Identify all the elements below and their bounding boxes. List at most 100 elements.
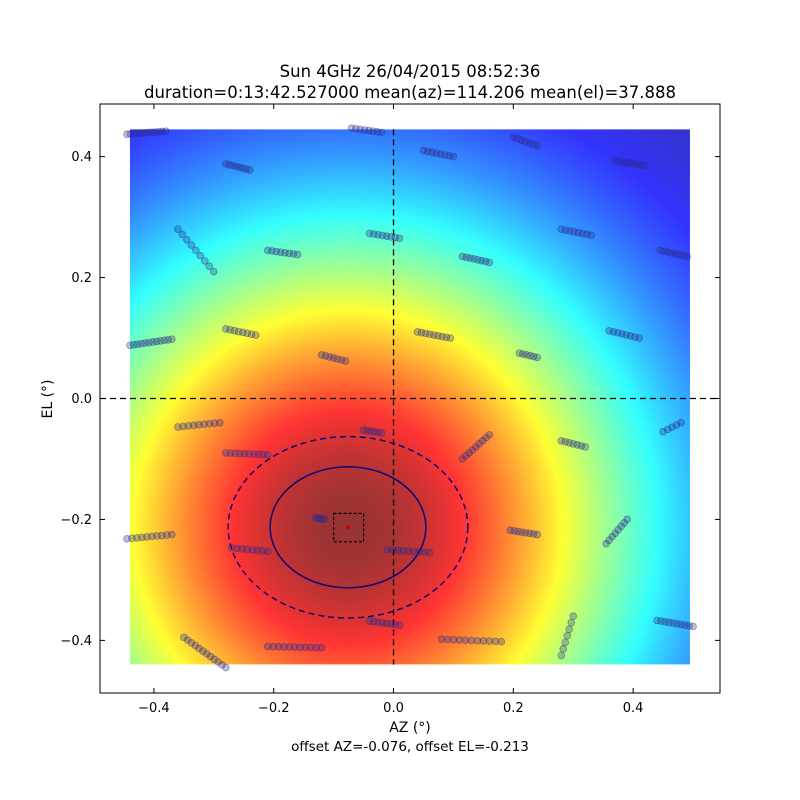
scan-point — [497, 637, 506, 646]
scan-point — [320, 515, 329, 524]
scan-point — [202, 650, 211, 658]
scan-point — [633, 160, 642, 169]
scan-point — [566, 227, 574, 235]
center-marker — [346, 525, 350, 530]
scan-point — [317, 643, 326, 652]
scan-point — [574, 228, 583, 237]
scan-point — [470, 255, 478, 263]
scan-point — [174, 225, 182, 233]
scan-point — [221, 449, 230, 457]
scan-point — [216, 418, 224, 427]
scan-point — [191, 641, 200, 650]
scan-point — [137, 339, 146, 348]
scan-point — [259, 450, 267, 459]
y-tick-label: 0.0 — [71, 392, 92, 407]
scan-point — [280, 642, 288, 651]
scan-point — [482, 434, 490, 442]
x-tick-label: 0.4 — [623, 701, 644, 716]
scan-point — [449, 152, 458, 161]
scan-point — [583, 230, 591, 239]
scan-point — [557, 437, 566, 445]
scan-point — [529, 140, 538, 149]
scan-point — [251, 331, 260, 339]
scan-point — [272, 247, 281, 256]
scan-point — [565, 439, 574, 447]
scan-point — [477, 256, 486, 265]
scan-point — [689, 622, 697, 631]
scan-point — [445, 151, 453, 160]
scan-point — [472, 443, 480, 451]
scan-point — [144, 128, 152, 137]
scan-point — [347, 124, 356, 132]
scan-point — [430, 331, 438, 339]
scan-point — [258, 547, 267, 555]
y-tick-label: −0.4 — [60, 634, 92, 649]
scan-point — [374, 230, 382, 239]
scan-point — [290, 643, 299, 651]
scan-point — [226, 449, 235, 457]
scan-point — [434, 331, 442, 340]
scan-point — [608, 532, 616, 541]
scan-point — [318, 515, 327, 523]
scan-point — [569, 612, 578, 621]
scan-point — [140, 129, 149, 137]
scan-point — [145, 338, 153, 347]
scan-point — [426, 330, 434, 339]
scan-point — [234, 327, 243, 336]
scan-point — [363, 426, 371, 435]
scan-point — [611, 529, 619, 538]
scan-point — [210, 419, 219, 428]
scan-point — [232, 162, 240, 171]
scan-point — [333, 355, 342, 363]
scan-point — [293, 250, 302, 259]
scan-point — [230, 326, 239, 335]
scan-point — [438, 332, 446, 341]
scan-point — [359, 426, 368, 434]
scan-point — [561, 638, 570, 647]
scan-point — [485, 430, 494, 439]
scan-point — [521, 137, 530, 146]
scan-point — [404, 547, 413, 555]
scan-point — [677, 418, 685, 427]
scan-point — [289, 250, 298, 258]
scan-point — [370, 617, 378, 626]
scan-point — [657, 617, 665, 625]
scan-point — [263, 246, 272, 255]
scan-point — [423, 147, 432, 156]
scan-point — [147, 128, 156, 137]
scan-point — [659, 427, 667, 436]
scan-point — [178, 230, 187, 239]
scan-point — [399, 547, 408, 555]
scan-point — [155, 127, 163, 136]
scan-point — [158, 531, 166, 540]
scan-point — [370, 427, 379, 436]
scan-point — [163, 531, 171, 539]
scan-point — [513, 134, 522, 143]
scan-point — [382, 232, 391, 240]
scan-point — [312, 643, 321, 652]
scan-point — [180, 633, 188, 642]
scan-point — [458, 455, 467, 463]
scan-point — [164, 335, 172, 344]
chart-subtitle: duration=0:13:42.527000 mean(az)=114.206… — [144, 83, 676, 102]
scan-point — [263, 642, 272, 651]
scan-point — [614, 526, 622, 534]
scan-point — [200, 420, 208, 429]
offset-caption: offset AZ=-0.076, offset EL=-0.213 — [291, 739, 529, 755]
scan-point — [533, 530, 542, 539]
scan-point — [437, 635, 446, 643]
scan-point — [162, 127, 170, 136]
scan-point — [391, 233, 400, 242]
scan-point — [225, 160, 234, 169]
scan-point — [475, 440, 484, 448]
scan-point — [123, 130, 131, 139]
scan-point — [341, 357, 350, 365]
scan-point — [623, 515, 631, 524]
scan-point — [468, 446, 477, 454]
scan-point — [373, 128, 382, 136]
scan-point — [242, 165, 251, 173]
scan-point — [425, 548, 434, 557]
scan-point — [192, 246, 200, 255]
scan-point — [365, 617, 374, 625]
scan-point — [446, 334, 455, 342]
